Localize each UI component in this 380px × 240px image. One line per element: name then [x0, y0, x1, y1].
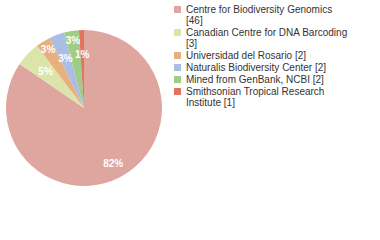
legend-line: [46] — [186, 15, 203, 26]
legend-label: Universidad del Rosario [2] — [186, 50, 306, 61]
legend-line: Smithsonian Tropical Research — [186, 86, 324, 97]
legend-swatch — [174, 52, 181, 59]
legend-line: Canadian Centre for DNA Barcoding — [186, 27, 347, 38]
legend-line: Naturalis Biodiversity Center [2] — [186, 62, 326, 73]
legend-swatch — [174, 88, 181, 95]
data-label: 1% — [75, 49, 90, 60]
pie-slice — [64, 30, 84, 108]
legend-label: Canadian Centre for DNA Barcoding[3] — [186, 27, 347, 49]
legend-label: Centre for Biodiversity Genomics[46] — [186, 4, 332, 26]
legend-label: Smithsonian Tropical ResearchInstitute [… — [186, 86, 324, 108]
legend-line: [3] — [186, 38, 197, 49]
pie-slice — [6, 30, 162, 186]
legend: Centre for Biodiversity Genomics[46]Cana… — [174, 4, 347, 108]
data-label: 82% — [103, 158, 123, 169]
legend-label: Naturalis Biodiversity Center [2] — [186, 62, 326, 73]
legend-label: Mined from GenBank, NCBI [2] — [186, 74, 324, 85]
legend-line: Mined from GenBank, NCBI [2] — [186, 74, 324, 85]
data-label: 3% — [66, 35, 81, 46]
legend-swatch — [174, 76, 181, 83]
data-label: 3% — [58, 53, 73, 64]
legend-line: Centre for Biodiversity Genomics — [186, 4, 332, 15]
legend-line: Universidad del Rosario [2] — [186, 50, 306, 61]
legend-swatch — [174, 64, 181, 71]
legend-swatch — [174, 6, 181, 13]
chart: 82%5%3%3%3%1%Centre for Biodiversity Gen… — [0, 0, 380, 240]
legend-line: Institute [1] — [186, 97, 235, 108]
data-labels: 82%5%3%3%3%1% — [38, 35, 123, 169]
legend-swatch — [174, 29, 181, 36]
data-label: 5% — [38, 66, 53, 77]
pie — [6, 30, 162, 186]
data-label: 3% — [41, 44, 56, 55]
